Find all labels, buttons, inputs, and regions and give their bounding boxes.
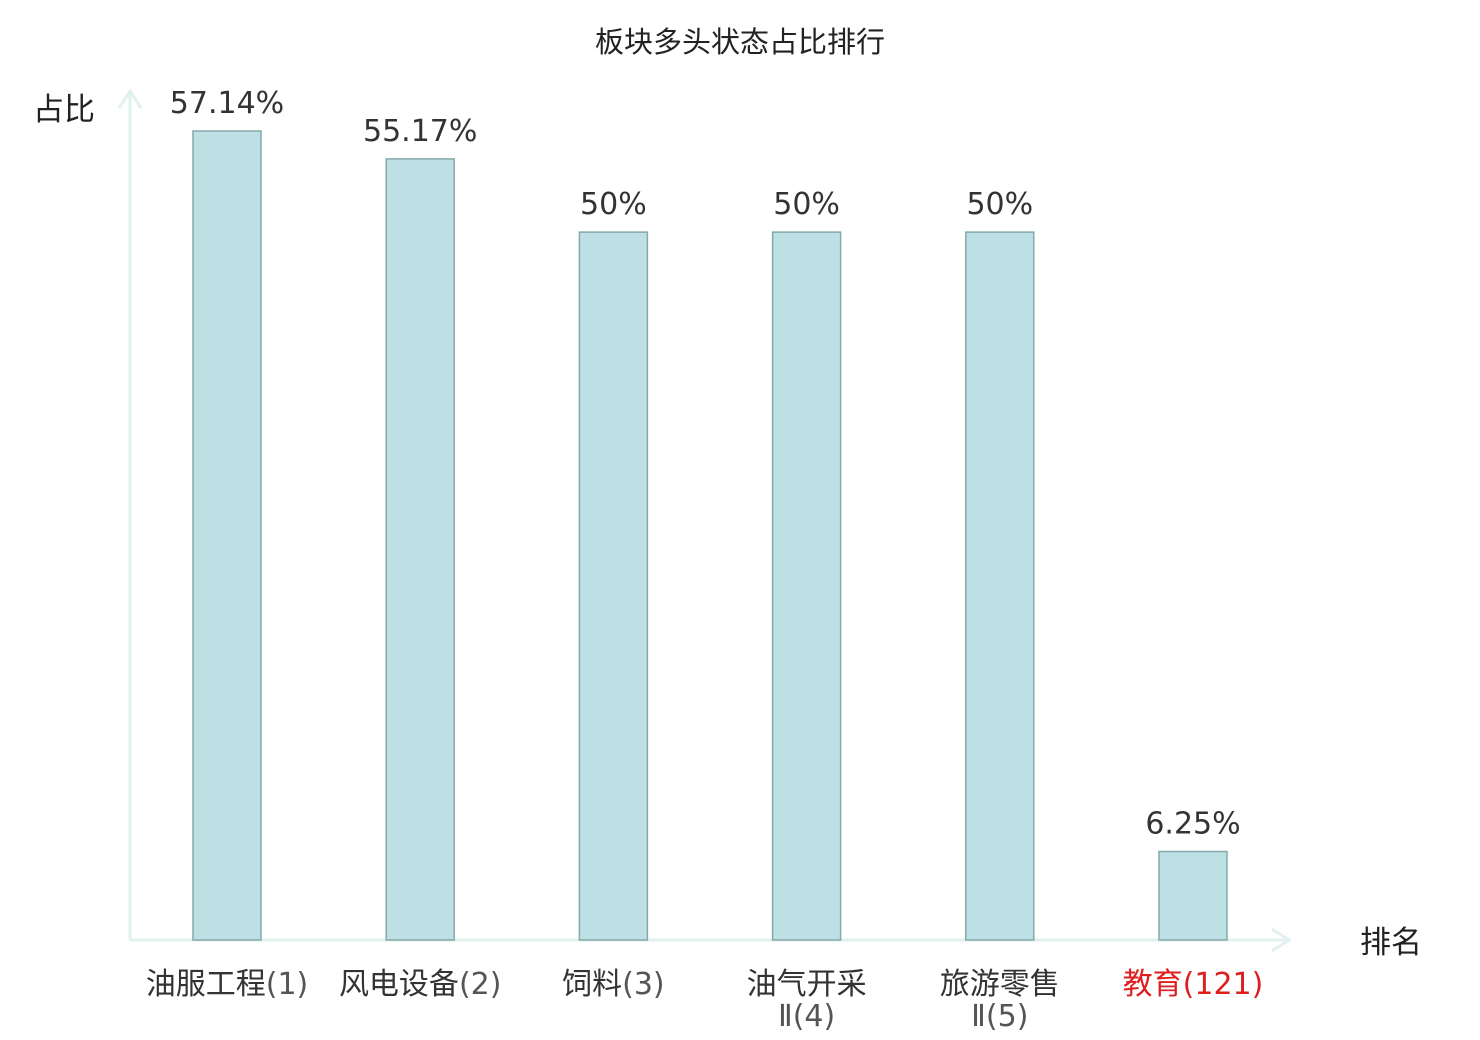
category-label-4: 油气开采 xyxy=(747,967,867,1002)
x-axis-label: 排名 xyxy=(1360,925,1422,961)
category-rank: (121) xyxy=(1183,967,1264,1002)
category-label-2: 风电设备(2) xyxy=(339,967,502,1002)
x-axis-arrow xyxy=(1271,927,1292,953)
category-rank: (2) xyxy=(459,967,502,1002)
y-axis: 占比 xyxy=(33,88,143,940)
category-name: 风电设备 xyxy=(339,967,459,1002)
chart-title: 板块多头状态占比排行 xyxy=(595,25,885,59)
category-rank: (1) xyxy=(266,967,309,1002)
value-label-4: 50% xyxy=(773,187,840,222)
category-label-6: 教育(121) xyxy=(1123,967,1264,1002)
category-label-1: 油服工程(1) xyxy=(146,967,309,1002)
category-name: 旅游零售 xyxy=(940,967,1060,1002)
category-label-5-line2: Ⅱ(5) xyxy=(971,999,1028,1034)
category-name: 饲料 xyxy=(562,967,622,1002)
category-label-5: 旅游零售 xyxy=(940,967,1060,1002)
category-name: 油气开采 xyxy=(747,967,867,1002)
bar-2 xyxy=(385,158,455,941)
bar-6 xyxy=(1158,850,1228,941)
category-name-suffix: Ⅱ xyxy=(971,999,986,1034)
bars-group xyxy=(192,130,1228,941)
category-name-suffix: Ⅱ xyxy=(778,999,793,1034)
y-axis-label: 占比 xyxy=(33,92,95,128)
bar-5 xyxy=(965,231,1035,941)
category-rank: (4) xyxy=(793,999,836,1034)
value-label-2: 55.17% xyxy=(363,114,477,149)
category-label-4-line2: Ⅱ(4) xyxy=(778,999,835,1034)
category-rank: (3) xyxy=(622,967,665,1002)
category-label-3: 饲料(3) xyxy=(562,967,665,1002)
x-axis: 排名 xyxy=(130,925,1422,961)
bar-3 xyxy=(578,231,649,941)
value-label-6: 6.25% xyxy=(1145,807,1240,842)
category-labels-group: 油服工程(1) 风电设备(2) 饲料(3) 油气开采Ⅱ(4)旅游零售Ⅱ(5)教育(12… xyxy=(146,967,1264,1034)
category-name: 教育 xyxy=(1123,967,1183,1002)
value-label-3: 50% xyxy=(580,187,647,222)
bar-4 xyxy=(771,231,842,941)
category-rank: (5) xyxy=(986,999,1029,1034)
value-label-1: 57.14% xyxy=(170,86,284,121)
y-axis-arrow xyxy=(117,88,143,109)
value-labels-group: 57.14% 55.17% 50% 50% 50% 6.25% xyxy=(170,86,1241,842)
category-name: 油服工程 xyxy=(146,967,266,1002)
bar-1 xyxy=(192,130,262,941)
value-label-5: 50% xyxy=(966,187,1033,222)
